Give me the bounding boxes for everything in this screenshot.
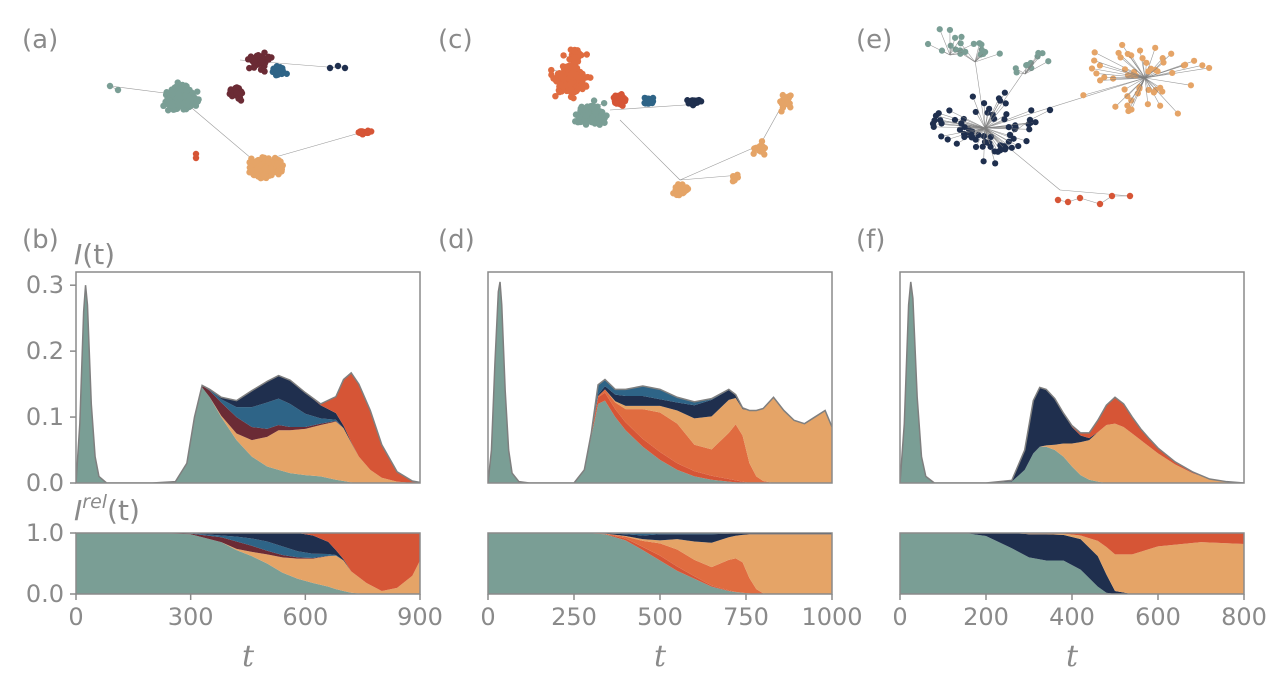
ylabel-top: I(t)	[74, 238, 115, 271]
xtick-label: 250	[551, 603, 597, 631]
network-graphs	[106, 26, 1213, 208]
plot-area	[76, 533, 420, 594]
charts: 0.0 0.1 0.2 0.3 0.0 1.0 0 300 600 900 t 0 250 500 750 1…	[26, 271, 1267, 674]
ytick-label: 0.3	[26, 271, 64, 299]
ytick-label: 0.0	[26, 469, 64, 497]
xtick-label: 750	[723, 603, 769, 631]
ytick-label: 1.0	[26, 519, 64, 547]
area-series-teal	[488, 533, 832, 594]
xtick-label: 400	[1049, 603, 1095, 631]
ylabel-bottom-arg: (t)	[107, 494, 140, 527]
network-c	[548, 46, 794, 199]
xtick-label: 600	[1135, 603, 1181, 631]
ylabel-top-arg: (t)	[82, 238, 115, 271]
panel-label-f: (f)	[856, 225, 885, 255]
axes-frame	[487, 271, 833, 484]
area-series-navy	[900, 533, 1244, 594]
ylabel-top-base: I	[74, 238, 82, 271]
plot-area	[900, 533, 1244, 594]
area-series-coral	[488, 533, 832, 594]
total-outline	[76, 285, 420, 483]
plot-area	[488, 533, 832, 594]
area-series-navy	[488, 533, 832, 543]
xtick-label: 500	[637, 603, 683, 631]
area-series-orange	[76, 285, 420, 483]
xtick-label: 200	[963, 603, 1009, 631]
network-e	[924, 26, 1213, 208]
ytick-label: 0.0	[26, 580, 64, 608]
xlabel: t	[1066, 639, 1079, 674]
total-outline	[488, 281, 832, 483]
xtick-label: 900	[397, 603, 443, 631]
axes-frame	[899, 271, 1245, 484]
plot-area	[76, 285, 420, 483]
area-series-blue	[488, 533, 832, 536]
area-series-teal	[900, 533, 1244, 594]
ytick-label: 0.2	[26, 337, 64, 365]
xtick-label: 0	[68, 603, 83, 631]
area-series-sand	[488, 281, 832, 483]
area-series-orange	[76, 533, 420, 591]
xlabel: t	[242, 639, 255, 674]
xtick-label: 300	[168, 603, 214, 631]
xlabel: t	[654, 639, 667, 674]
chart-f-absolute	[899, 271, 1245, 484]
area-series-blue	[76, 533, 420, 591]
area-series-orange	[900, 533, 1244, 555]
ylabel-bottom: Irel(t)	[74, 491, 140, 527]
panel-label-b: (b)	[22, 225, 59, 255]
xtick-label: 0	[892, 603, 907, 631]
axes-frame	[75, 532, 421, 595]
plot-area	[900, 281, 1244, 483]
panel-label-c: (c)	[438, 25, 473, 55]
axes-frame	[75, 271, 421, 484]
xtick-label: 1000	[801, 603, 862, 631]
panel-label-e: (e)	[856, 25, 892, 55]
chart-d-relative: 0 250 500 750 1000 t	[480, 532, 863, 674]
chart-f-relative: 0 200 400 600 800 t	[892, 532, 1267, 674]
xtick-label: 600	[282, 603, 328, 631]
xtick-label: 800	[1221, 603, 1267, 631]
panel-label-a: (a)	[22, 25, 58, 55]
chart-d-absolute	[487, 271, 833, 484]
total-outline	[900, 281, 1244, 483]
ylabel-bottom-base: I	[74, 494, 82, 527]
plot-area	[488, 281, 832, 483]
area-series-sand	[900, 281, 1244, 483]
ytick-label: 0.1	[26, 403, 64, 431]
area-series-navy	[900, 281, 1244, 483]
area-series-sand	[900, 533, 1244, 594]
chart-b-absolute: 0.0 0.1 0.2 0.3	[26, 271, 421, 497]
network-a	[106, 49, 375, 182]
xtick-label: 0	[480, 603, 495, 631]
area-series-sand	[488, 533, 832, 594]
area-series-coral	[488, 281, 832, 483]
ylabel-bottom-sup: rel	[82, 491, 108, 513]
chart-b-relative: 0.0 1.0 0 300 600 900 t	[26, 519, 443, 674]
area-series-sand	[76, 285, 420, 483]
area-series-sand	[76, 533, 420, 594]
area-series-teal	[76, 533, 420, 594]
panel-label-d: (d)	[438, 225, 475, 255]
